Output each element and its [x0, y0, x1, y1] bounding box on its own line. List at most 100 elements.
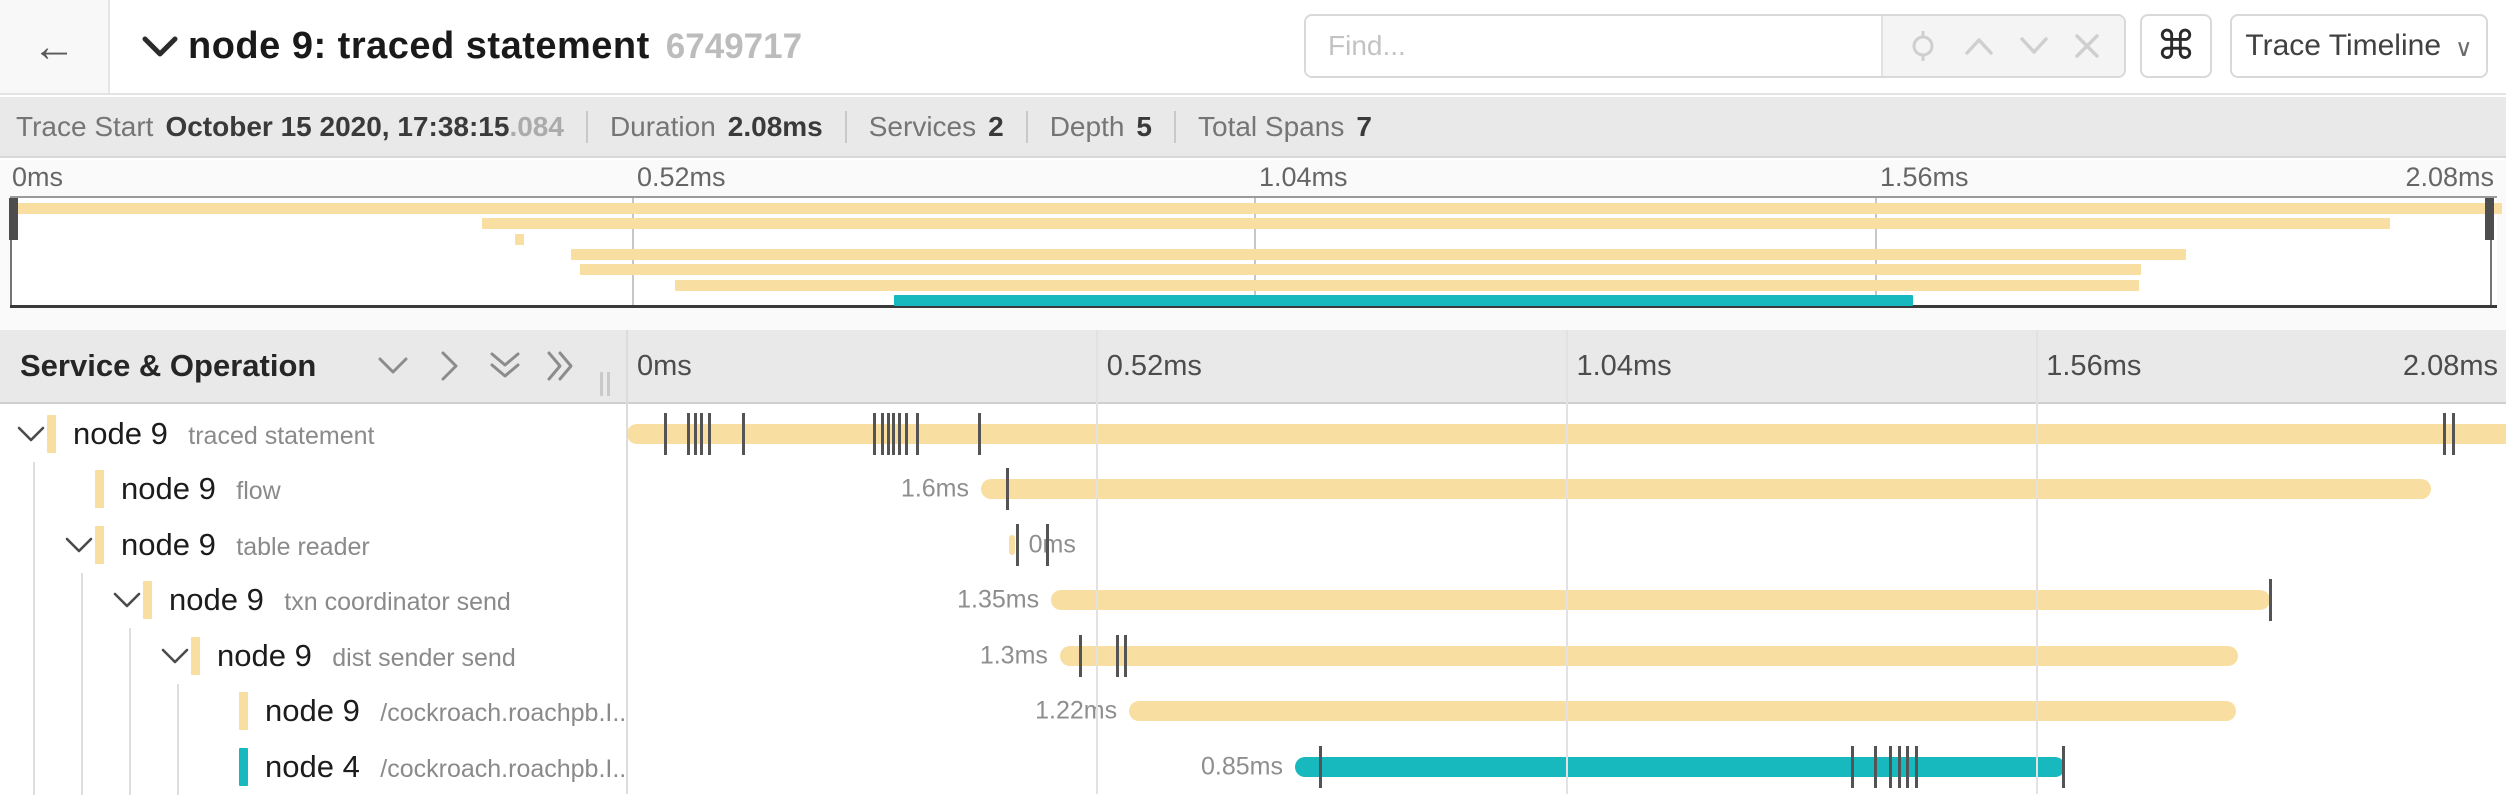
- indent-guide: [177, 684, 179, 740]
- span-toggle[interactable]: [110, 585, 144, 615]
- minimap-span-bar: [515, 234, 524, 245]
- viewport-left-handle[interactable]: [9, 198, 18, 240]
- span-tree-row[interactable]: node 9 flow: [0, 462, 627, 518]
- collapse-one-button[interactable]: [376, 351, 410, 381]
- operation-name: dist sender send: [332, 644, 515, 672]
- span-name: node 9 traced statement: [73, 416, 375, 452]
- span-log-tick: [2062, 746, 2065, 788]
- command-icon: ⌘: [2156, 23, 2196, 69]
- span-tree-row[interactable]: node 9 traced statement: [0, 406, 627, 462]
- find-input[interactable]: [1306, 16, 1881, 76]
- service-name: node 9: [73, 416, 168, 451]
- service-name: node 9: [265, 693, 360, 728]
- span-bar[interactable]: [1295, 757, 2065, 777]
- expand-one-button[interactable]: [432, 351, 466, 381]
- span-toggle[interactable]: [62, 530, 96, 560]
- span-bar[interactable]: [1009, 535, 1015, 555]
- info-value: 5: [1136, 111, 1152, 143]
- minimap-canvas[interactable]: [10, 196, 2497, 308]
- indent-guide: [129, 628, 131, 684]
- divider: [1174, 111, 1176, 143]
- span-log-tick: [664, 413, 667, 455]
- span-log-tick: [1851, 746, 1854, 788]
- collapse-controls: [376, 351, 578, 381]
- span-log-tick: [1874, 746, 1877, 788]
- info-value: 2.08ms: [728, 111, 823, 143]
- span-log-tick: [887, 413, 890, 455]
- keyboard-shortcuts-button[interactable]: ⌘: [2140, 14, 2212, 78]
- span-log-tick: [2452, 413, 2455, 455]
- span-name: node 9 dist sender send: [217, 638, 516, 674]
- expand-all-button[interactable]: [544, 351, 578, 381]
- clear-search-icon[interactable]: [2074, 33, 2100, 59]
- span-tree-row[interactable]: node 9 txn coordinator send: [0, 573, 627, 629]
- span-tree-row[interactable]: node 9 /cockroach.roachpb.I...: [0, 684, 627, 740]
- title-wrap: node 9: traced statement 6749717: [138, 0, 802, 93]
- service-operation-title: Service & Operation: [20, 348, 316, 384]
- span-log-tick: [892, 413, 895, 455]
- span-log-tick: [1116, 635, 1119, 677]
- find-group: [1304, 14, 2126, 78]
- indent-guide: [81, 573, 83, 629]
- services-item: Services 2: [869, 111, 1004, 143]
- indent-guide: [129, 739, 131, 795]
- span-tree-row[interactable]: node 4 /cockroach.roachpb.I...: [0, 739, 627, 795]
- span-log-tick: [1046, 524, 1049, 566]
- collapse-all-button[interactable]: [488, 351, 522, 381]
- span-log-tick: [905, 413, 908, 455]
- span-rows: node 9 traced statement node 9 flow 1.6m…: [0, 406, 2506, 794]
- total-spans-item: Total Spans 7: [1198, 111, 1372, 143]
- info-value: 7: [1356, 111, 1372, 143]
- service-color-chip: [143, 581, 152, 619]
- chevron-down-icon: [64, 536, 94, 554]
- trace-view-select[interactable]: Trace Timeline ∨: [2230, 14, 2488, 78]
- span-name: node 9 txn coordinator send: [169, 582, 511, 618]
- back-button[interactable]: ←: [0, 0, 110, 93]
- minimap-span-bar: [580, 264, 2141, 275]
- service-color-chip: [95, 526, 104, 564]
- span-log-tick: [2269, 579, 2272, 621]
- service-color-chip: [191, 637, 200, 675]
- span-log-tick: [1079, 635, 1082, 677]
- span-log-tick: [1915, 746, 1918, 788]
- collapse-trace-header-button[interactable]: [138, 25, 182, 69]
- span-bar[interactable]: [1060, 646, 2238, 666]
- locate-match-icon[interactable]: [1907, 30, 1939, 62]
- indent-guide: [81, 684, 83, 740]
- chevron-down-icon: [142, 36, 178, 58]
- indent-guide: [129, 684, 131, 740]
- prev-match-icon[interactable]: [1963, 36, 1995, 56]
- minimap-bars: [10, 198, 2497, 305]
- span-log-tick: [742, 413, 745, 455]
- service-color-chip: [239, 748, 248, 786]
- timeline-tick-label: 0ms: [637, 350, 692, 383]
- span-toggle[interactable]: [14, 419, 48, 449]
- viewport-right-handle[interactable]: [2485, 198, 2494, 240]
- span-tree-row[interactable]: node 9 dist sender send: [0, 628, 627, 684]
- duration-item: Duration 2.08ms: [610, 111, 823, 143]
- service-operation-header: Service & Operation: [0, 330, 627, 402]
- chevron-down-icon: [112, 591, 142, 609]
- indent-guide: [33, 628, 35, 684]
- span-log-tick: [881, 413, 884, 455]
- span-bar[interactable]: [1051, 590, 2270, 610]
- service-name: node 9: [121, 527, 216, 562]
- timeline-tick-label: 1.56ms: [2046, 350, 2141, 383]
- trace-view-label: Trace Timeline: [2245, 29, 2441, 63]
- panel-divider: [626, 330, 628, 794]
- span-name: node 9 table reader: [121, 527, 370, 563]
- span-toggle[interactable]: [158, 641, 192, 671]
- span-log-tick: [1006, 468, 1009, 510]
- span-tree-row[interactable]: node 9 table reader: [0, 517, 627, 573]
- span-bar[interactable]: [981, 479, 2431, 499]
- operation-name: table reader: [236, 533, 369, 561]
- span-log-tick: [1124, 635, 1127, 677]
- span-log-tick: [1906, 746, 1909, 788]
- next-match-icon[interactable]: [2018, 36, 2050, 56]
- info-label: Services: [869, 111, 976, 143]
- column-resize-handle[interactable]: [600, 372, 612, 396]
- top-bar: ← node 9: traced statement 6749717: [0, 0, 2506, 95]
- service-name: node 9: [169, 582, 264, 617]
- span-bar[interactable]: [1129, 701, 2236, 721]
- timeline-gridline: [1096, 330, 1098, 794]
